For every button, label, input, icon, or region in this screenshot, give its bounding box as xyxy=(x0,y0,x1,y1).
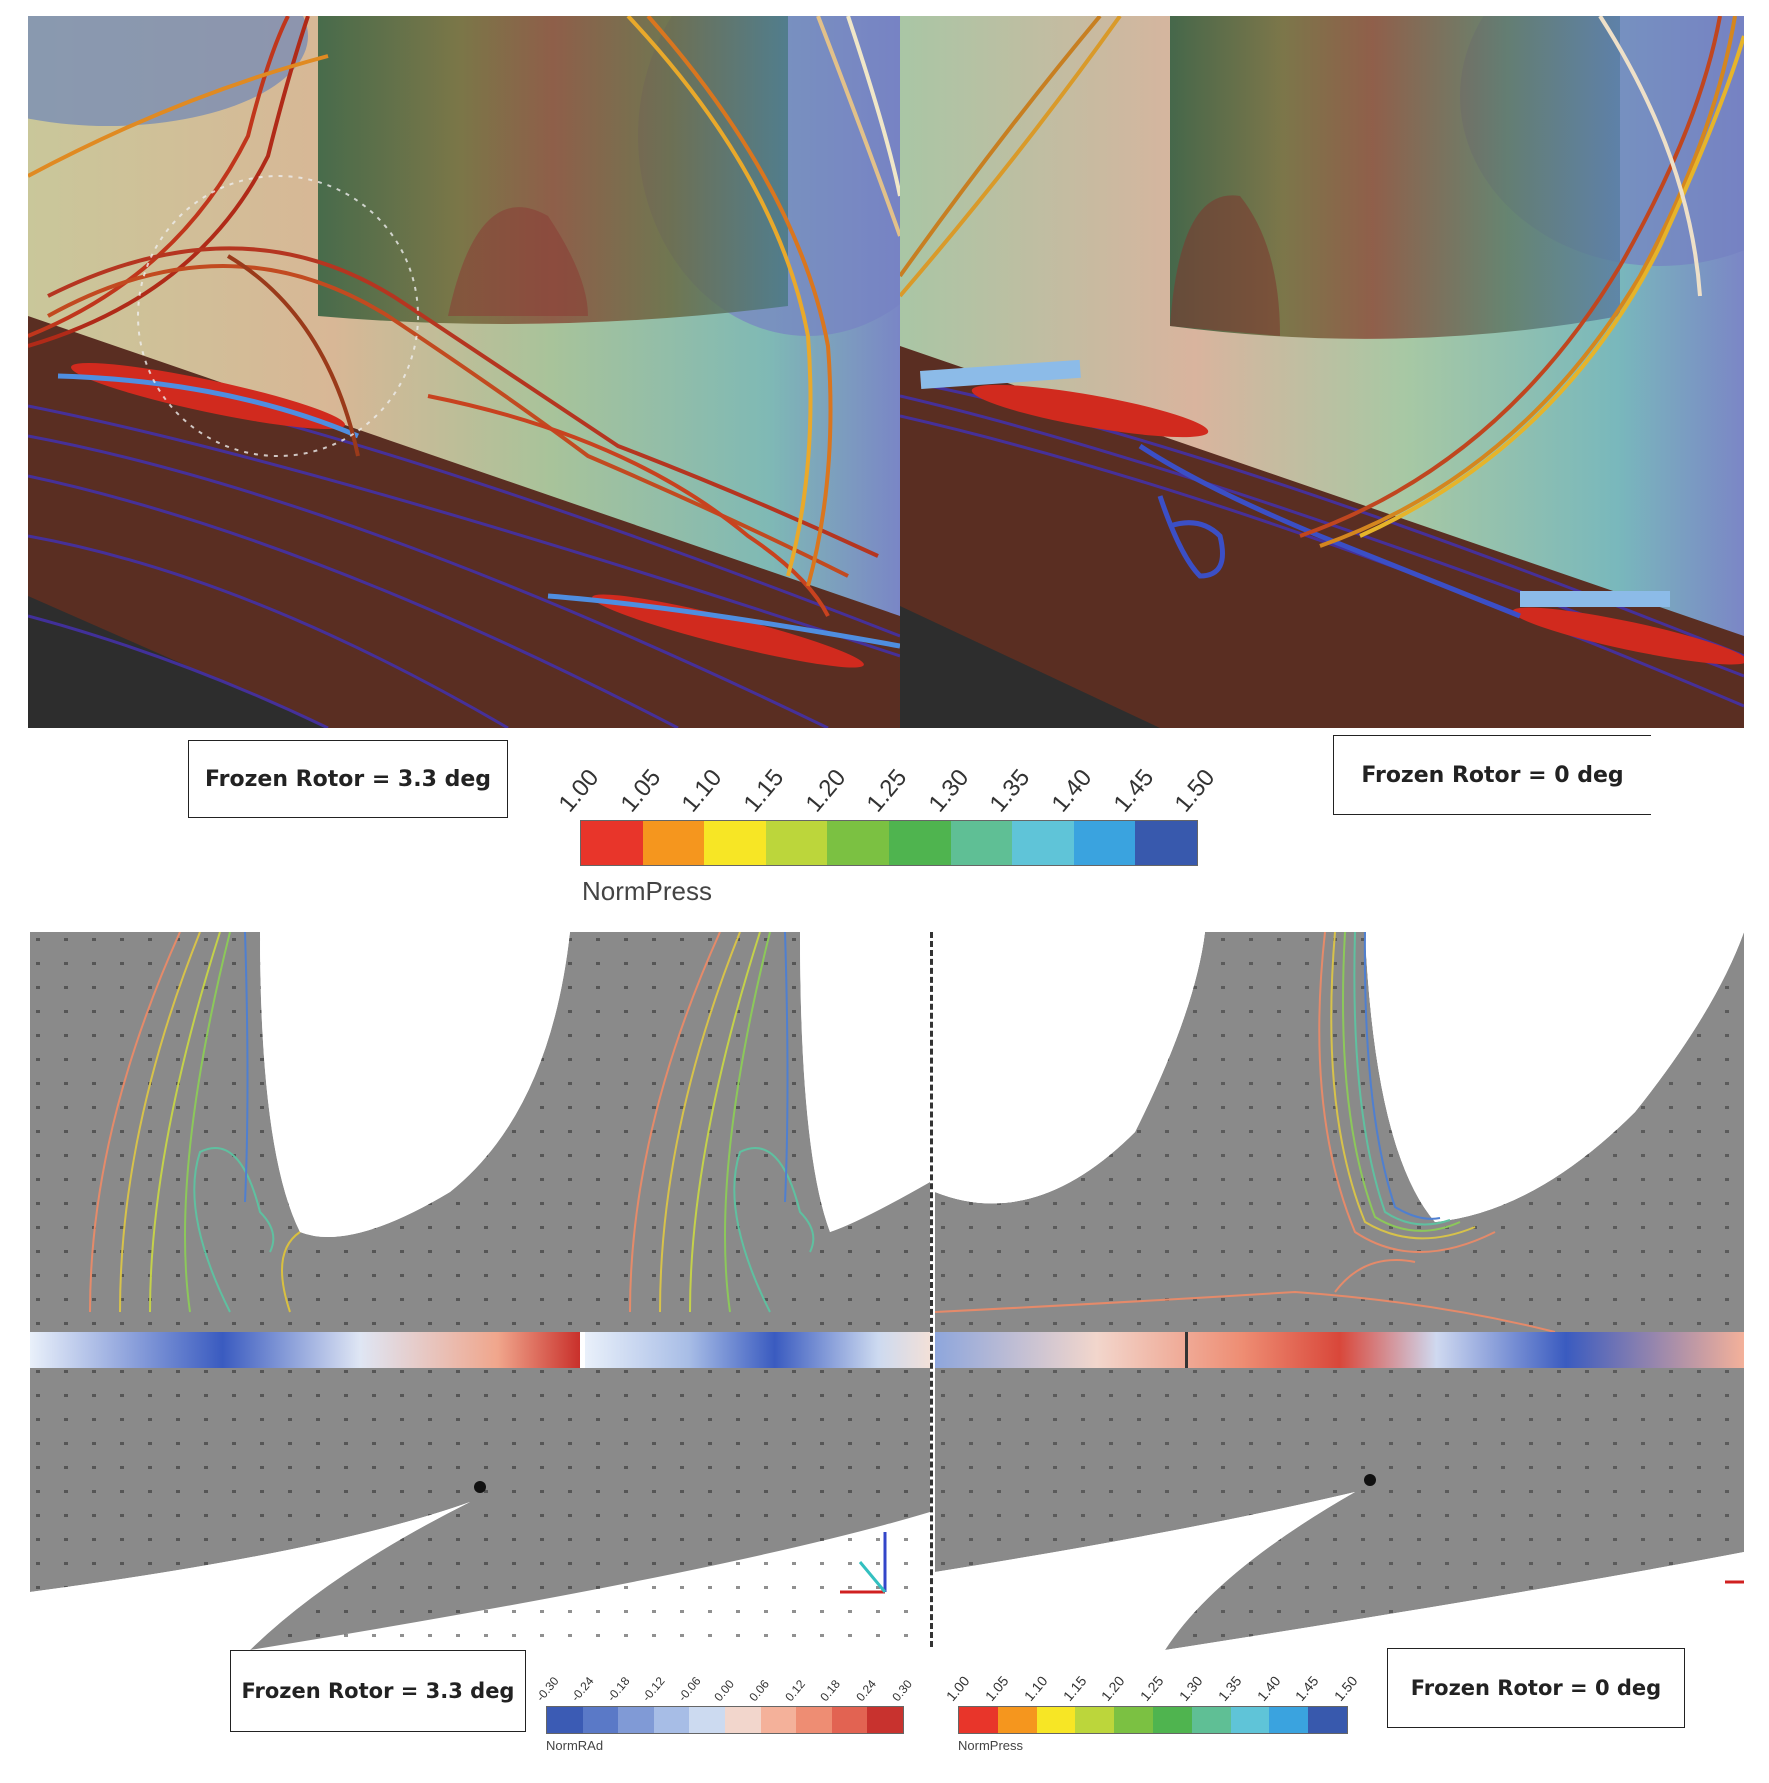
colorbar_main-tick-label: 1.15 xyxy=(738,764,790,818)
colorbar_main-segment xyxy=(704,821,766,865)
colorbar_rad-segment xyxy=(689,1707,725,1733)
colorbar_rad-segment xyxy=(831,1707,868,1733)
top-right-case-label: Frozen Rotor = 0 deg xyxy=(1333,735,1651,815)
colorbar_small-tick-label: 1.35 xyxy=(1214,1672,1245,1704)
normpress-colorbar-main-title: NormPress xyxy=(582,876,713,906)
colorbar_small-segment xyxy=(1152,1707,1192,1733)
colorbar_small-tick-label: 1.15 xyxy=(1059,1672,1090,1704)
colorbar_main-segment xyxy=(1135,821,1197,865)
bottom-right-case-label-text: Frozen Rotor = 0 deg xyxy=(1410,1676,1662,1700)
colorbar_small-segment xyxy=(1075,1707,1115,1733)
colorbar_rad-segment xyxy=(867,1707,903,1733)
bottom-right-contour-view xyxy=(935,932,1744,1650)
colorbar_small-tick-label: 1.50 xyxy=(1330,1672,1361,1704)
colorbar_main-segment xyxy=(642,821,705,865)
colorbar_main-segment xyxy=(581,821,643,865)
colorbar_rad-tick-label: 0.06 xyxy=(746,1677,773,1704)
normrad-colorbar-title: NormRAd xyxy=(546,1738,604,1753)
bottom-left-case-label-text: Frozen Rotor = 3.3 deg xyxy=(241,1679,515,1703)
colorbar_small-segment xyxy=(1269,1707,1309,1733)
bottom-left-contour-view xyxy=(30,932,930,1650)
colorbar_small-segment xyxy=(1036,1707,1076,1733)
top-left-streamline-view xyxy=(28,16,900,728)
colorbar_main-tick-label: 1.30 xyxy=(923,764,975,818)
colorbar_rad-tick-label: 0.18 xyxy=(817,1677,844,1704)
colorbar_small-segment xyxy=(1308,1707,1347,1733)
colorbar_rad-segment xyxy=(547,1707,583,1733)
colorbar_small-tick-label: 1.45 xyxy=(1292,1672,1322,1704)
normpress-colorbar-small-title: NormPress xyxy=(958,1738,1024,1753)
colorbar_main-tick-label: 1.45 xyxy=(1108,764,1159,818)
colorbar_main-segment xyxy=(1012,821,1074,865)
colorbar_small-segment xyxy=(1230,1707,1270,1733)
case-divider-line xyxy=(930,932,933,1647)
colorbar_small-segment xyxy=(997,1707,1037,1733)
colorbar_main-tick-label: 1.00 xyxy=(553,764,605,818)
colorbar_main-tick-label: 1.10 xyxy=(676,764,728,818)
colorbar_main-tick-label: 1.20 xyxy=(800,764,851,818)
colorbar_main-tick-label: 1.25 xyxy=(861,764,913,818)
colorbar_small-tick-label: 1.25 xyxy=(1136,1672,1167,1704)
colorbar_main-segment xyxy=(1073,821,1136,865)
colorbar_rad-segment xyxy=(760,1707,797,1733)
colorbar_small-segment xyxy=(1114,1707,1153,1733)
top-right-streamline-view xyxy=(900,16,1744,728)
colorbar_rad-segment xyxy=(653,1707,690,1733)
colorbar_small-tick-label: 1.30 xyxy=(1175,1672,1206,1704)
top-left-case-label: Frozen Rotor = 3.3 deg xyxy=(188,740,508,818)
colorbar_rad-tick-label: 0.00 xyxy=(710,1677,737,1704)
colorbar_main-tick-label: 1.35 xyxy=(984,764,1036,818)
colorbar_rad-tick-label: 0.24 xyxy=(853,1677,880,1704)
colorbar_rad-tick-label: -0.24 xyxy=(568,1674,597,1704)
colorbar_rad-tick-label: -0.30 xyxy=(532,1674,562,1704)
top-right-case-label-text: Frozen Rotor = 0 deg xyxy=(1361,762,1624,788)
colorbar_main-segment xyxy=(827,821,889,865)
colorbar_main-tick-label: 1.05 xyxy=(615,764,667,818)
colorbar_small-segment xyxy=(959,1707,998,1733)
colorbar_rad-tick-label: -0.06 xyxy=(675,1674,704,1704)
normrad-colorbar xyxy=(546,1706,904,1734)
colorbar_rad-segment xyxy=(724,1707,761,1733)
bottom-left-case-label: Frozen Rotor = 3.3 deg xyxy=(230,1650,526,1732)
colorbar_small-segment xyxy=(1191,1707,1231,1733)
colorbar_small-tick-label: 1.00 xyxy=(942,1672,973,1704)
colorbar_main-tick-label: 1.40 xyxy=(1046,764,1098,818)
normpress-colorbar-main xyxy=(580,820,1198,866)
colorbar_rad-segment xyxy=(618,1707,654,1733)
colorbar_main-segment xyxy=(888,821,951,865)
normpress-colorbar-small xyxy=(958,1706,1348,1734)
colorbar_main-segment xyxy=(950,821,1013,865)
colorbar_rad-tick-label: -0.12 xyxy=(639,1674,668,1704)
colorbar_small-tick-label: 1.40 xyxy=(1253,1672,1284,1704)
colorbar_rad-tick-label: -0.18 xyxy=(604,1674,633,1704)
colorbar_main-segment xyxy=(765,821,828,865)
colorbar_rad-segment xyxy=(796,1707,832,1733)
colorbar_small-tick-label: 1.05 xyxy=(981,1672,1012,1704)
colorbar_small-tick-label: 1.20 xyxy=(1098,1672,1128,1704)
colorbar_small-tick-label: 1.10 xyxy=(1020,1672,1051,1704)
colorbar_main-tick-label: 1.50 xyxy=(1169,764,1221,818)
colorbar_rad-segment xyxy=(582,1707,619,1733)
bottom-right-case-label: Frozen Rotor = 0 deg xyxy=(1387,1648,1685,1728)
colorbar_rad-tick-label: 0.12 xyxy=(782,1677,808,1704)
colorbar_rad-tick-label: 0.30 xyxy=(888,1677,915,1704)
top-left-case-label-text: Frozen Rotor = 3.3 deg xyxy=(205,766,491,792)
